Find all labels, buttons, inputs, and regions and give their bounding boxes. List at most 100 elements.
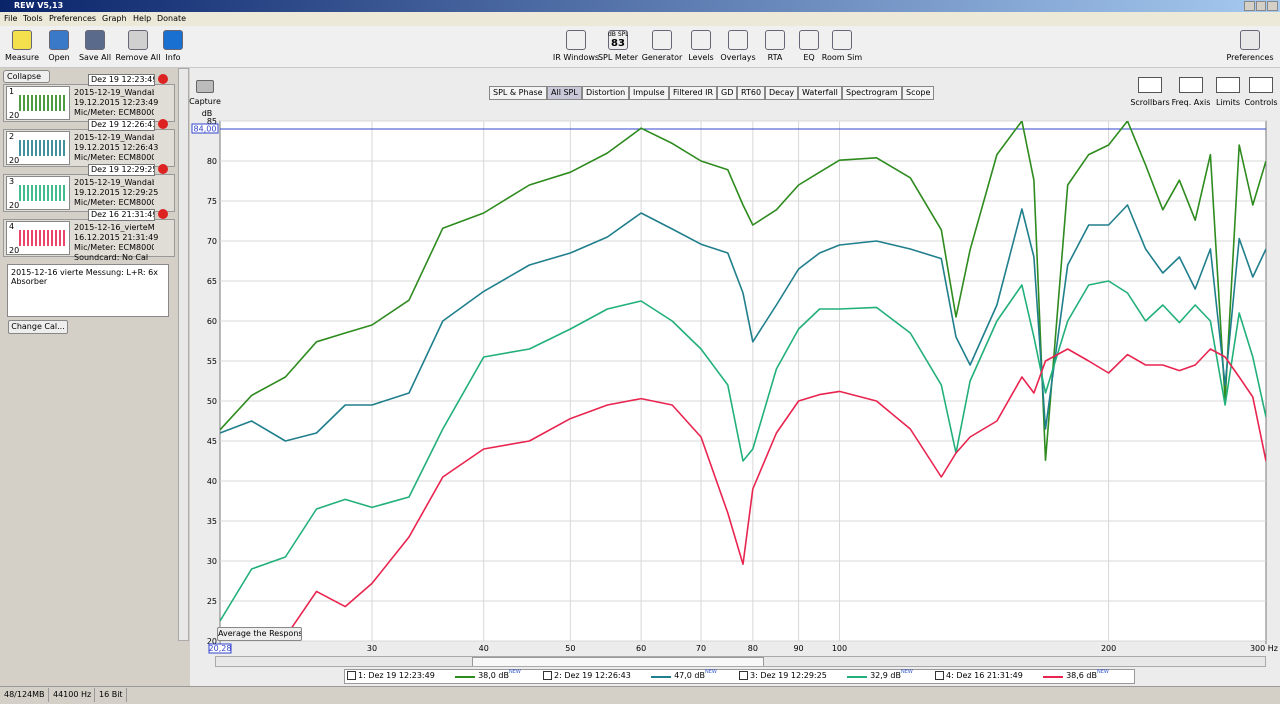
series-group [220,121,1266,638]
menu-item[interactable]: File [4,14,18,23]
measurement-date[interactable]: Dez 19 12:26:43 [88,119,155,131]
graph-tab[interactable]: Filtered IR [669,86,718,100]
legend-swatch [847,676,867,678]
toolbar-icon[interactable] [691,30,711,50]
toolbar-button[interactable]: Remove All [115,53,161,62]
status-cell: 16 Bit [96,688,127,702]
spl-icon-value: 83 [611,38,625,49]
toolbar-button[interactable]: Overlays [720,53,756,62]
legend-checkbox[interactable] [543,671,552,680]
graph-tab[interactable]: RT60 [737,86,766,100]
y-tick-label: 30 [207,557,217,566]
legend-tag: NEW [509,669,521,675]
toolbar-icon[interactable] [85,30,105,50]
menu-item[interactable]: Preferences [49,14,97,23]
remove-icon[interactable] [158,209,168,219]
thumbnail-index: 3 [9,177,15,186]
capture-button[interactable]: Capture [189,97,221,106]
toolbar-icon[interactable] [799,30,819,50]
x-tick-label: 20,28 [209,644,232,653]
change-cal-button[interactable]: Change Cal... [8,320,68,334]
measurement-date[interactable]: Dez 19 12:29:25 [88,164,155,176]
measurement-time: 19.12.2015 12:29:25 [74,188,159,197]
graph-tool-button[interactable]: Freq. Axis [1171,98,1211,107]
remove-icon[interactable] [158,74,168,84]
toolbar-button[interactable]: SPL Meter [597,53,639,62]
menu-item[interactable]: Graph [102,14,127,23]
toolbar-button[interactable]: Levels [688,53,714,62]
collapse-button[interactable]: Collapse [3,70,50,83]
menu-item[interactable]: Help [133,14,152,23]
legend-name[interactable]: 2: Dez 19 12:26:43 [554,671,631,680]
toolbar-icon[interactable] [128,30,148,50]
toolbar-button[interactable]: IR Windows [552,53,600,62]
toolbar-icon[interactable] [652,30,672,50]
panel-scrollbar[interactable] [178,68,189,641]
measurement-info: Mic/Meter: ECM8000-CS. [74,243,154,252]
toolbar-button[interactable]: Preferences [1226,53,1274,62]
graph-tab[interactable]: SPL & Phase [489,86,547,100]
x-tick-label: 60 [636,644,646,653]
legend-checkbox[interactable] [347,671,356,680]
remove-icon[interactable] [158,164,168,174]
maximize-button[interactable] [1255,1,1267,11]
graph-tool-icon[interactable] [1249,77,1273,93]
toolbar-icon[interactable] [765,30,785,50]
legend-name[interactable]: 3: Dez 19 12:29:25 [750,671,827,680]
legend-checkbox[interactable] [935,671,944,680]
toolbar-button[interactable]: Info [165,53,181,62]
toolbar-button[interactable]: Save All [78,53,112,62]
legend-checkbox[interactable] [739,671,748,680]
measurement-time: 19.12.2015 12:23:49 [74,98,159,107]
toolbar-icon[interactable] [49,30,69,50]
graph-tab[interactable]: Impulse [629,86,669,100]
cursor-label: 84,00 [194,125,217,134]
toolbar-button[interactable]: Open [48,53,70,62]
minimize-button[interactable] [1244,1,1255,11]
graph-tool-button[interactable]: Controls [1244,98,1278,107]
measurement-date[interactable]: Dez 16 21:31:49 [88,209,155,221]
toolbar-button[interactable]: EQ [803,53,815,62]
graph-tab[interactable]: Distortion [582,86,630,100]
measurement-thumbnail: 2 20 [6,131,70,165]
remove-icon[interactable] [158,119,168,129]
graph-tool-icon[interactable] [1138,77,1162,93]
legend-name[interactable]: 4: Dez 16 21:31:49 [946,671,1023,680]
toolbar-button[interactable]: Generator [641,53,683,62]
graph-tab[interactable]: Decay [765,86,799,100]
graph-tool-button[interactable]: Scrollbars [1130,98,1170,107]
y-tick-label: 40 [207,477,217,486]
status-bar [0,686,1280,704]
graph-tab[interactable]: Spectrogram [842,86,902,100]
toolbar-button[interactable]: RTA [767,53,783,62]
measurement-info: Mic/Meter: ECM8000-CS. [74,108,154,117]
toolbar-icon[interactable] [608,30,628,50]
graph-tab[interactable]: All SPL [547,86,582,100]
graph-tab[interactable]: Scope [902,86,935,100]
graph-scrollbar[interactable] [215,656,1266,667]
close-button[interactable] [1267,1,1278,11]
toolbar-icon[interactable] [1240,30,1260,50]
toolbar-button[interactable]: Measure [5,53,39,62]
x-tick-label: 90 [793,644,803,653]
menu-item[interactable]: Donate [157,14,187,23]
toolbar-icon[interactable] [728,30,748,50]
graph-tool-button[interactable]: Limits [1216,98,1240,107]
toolbar-icon[interactable] [566,30,586,50]
notes-box[interactable]: 2015-12-16 vierte Messung: L+R: 6x Absor… [7,264,169,317]
toolbar-icon[interactable] [12,30,32,50]
graph-tab[interactable]: GD [717,86,738,100]
toolbar-icon[interactable] [163,30,183,50]
measurement-date[interactable]: Dez 19 12:23:49 [88,74,155,86]
average-button[interactable]: Average the Responses [217,627,302,641]
toolbar-button[interactable]: Room Sim [821,53,863,62]
legend-name[interactable]: 1: Dez 19 12:23:49 [358,671,435,680]
window-title: REW V5,13 [14,1,64,10]
toolbar-icon[interactable] [832,30,852,50]
menu-item[interactable]: Tools [23,14,43,23]
graph-tool-icon[interactable] [1179,77,1203,93]
graph-tab[interactable]: Waterfall [798,86,842,100]
capture-icon[interactable] [196,80,214,93]
thumbnail-axis-label: 20 [9,111,20,120]
graph-tool-icon[interactable] [1216,77,1240,93]
